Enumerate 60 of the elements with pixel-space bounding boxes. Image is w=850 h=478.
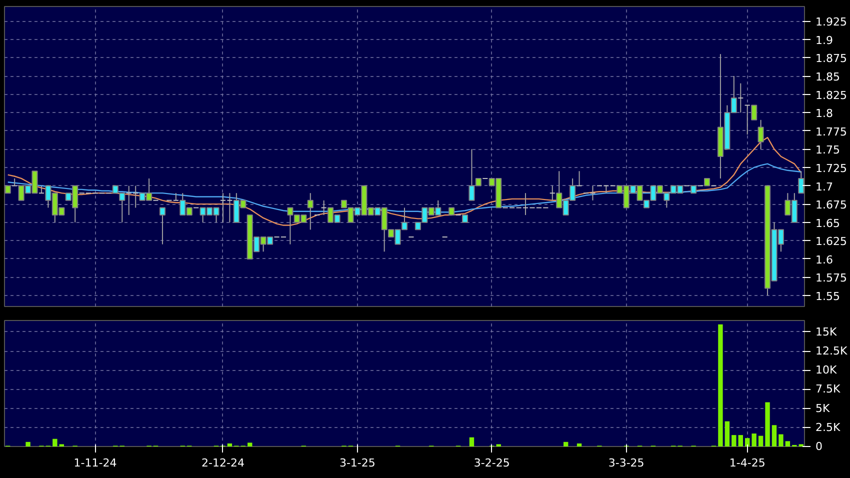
candlestick (172, 192, 179, 201)
y-tick-label: 7.5K (816, 382, 841, 396)
bar (26, 442, 30, 446)
bar (752, 434, 756, 446)
x-tick-label: 1-11-24 (74, 456, 117, 470)
candlestick (751, 104, 758, 120)
bar (718, 324, 723, 446)
x-tick-label: 3-2-25 (474, 456, 510, 470)
y-tick-label: 1.6 (816, 253, 833, 266)
bar (778, 434, 784, 446)
candlestick (738, 82, 744, 114)
y-tick-label: 1.9 (816, 34, 833, 47)
x-tick-label: 3-3-25 (608, 456, 644, 470)
candlestick (798, 170, 804, 194)
bar (248, 442, 252, 446)
y-tick-label: 1.7 (816, 180, 833, 194)
y-tick-label: 5K (816, 402, 830, 415)
candlestick (549, 185, 556, 201)
candlestick (758, 119, 764, 150)
candlestick (320, 200, 327, 216)
y-tick-label: 1.75 (816, 144, 840, 157)
y-tick-label: 1.825 (816, 88, 847, 102)
candlestick (744, 104, 750, 136)
y-tick-label: 15K (816, 325, 838, 338)
x-tick-label: 2-12-24 (202, 456, 244, 470)
bar (785, 441, 790, 446)
y-tick-label: 1.65 (816, 216, 840, 230)
y-tick-label: 1.775 (816, 125, 847, 138)
candlestick (576, 170, 582, 186)
bar (52, 438, 58, 446)
x-tick-label: 3-1-25 (339, 456, 376, 470)
y-tick-label: 12.5K (816, 344, 848, 358)
x-tick-label: 1-4-25 (729, 456, 766, 470)
bar (765, 402, 770, 446)
bar (724, 421, 730, 446)
bar (745, 438, 750, 446)
candlestick (159, 207, 166, 245)
y-tick-label: 1.675 (816, 198, 847, 212)
y-tick-label: 1.625 (816, 235, 847, 248)
y-tick-label: 1.55 (816, 290, 840, 304)
bar (772, 425, 777, 446)
y-tick-label: 1.85 (816, 70, 840, 84)
y-tick-label: 10K (816, 364, 838, 377)
y-tick-label: 2.5K (816, 420, 841, 434)
y-tick-label: 0 (816, 440, 822, 453)
candlestick (38, 185, 44, 194)
y-tick-label: 1.925 (816, 16, 847, 29)
y-tick-label: 1.875 (816, 52, 847, 66)
y-tick-label: 1.8 (816, 107, 833, 120)
bar (732, 435, 736, 446)
bar (469, 437, 474, 446)
candlestick (307, 192, 314, 230)
bar (563, 442, 568, 446)
y-tick-label: 1.725 (816, 162, 847, 175)
bar (227, 443, 232, 446)
bar (758, 436, 764, 446)
candlestick (12, 178, 18, 186)
bar (738, 435, 743, 446)
y-tick-label: 1.575 (816, 272, 847, 285)
bar (576, 443, 582, 446)
